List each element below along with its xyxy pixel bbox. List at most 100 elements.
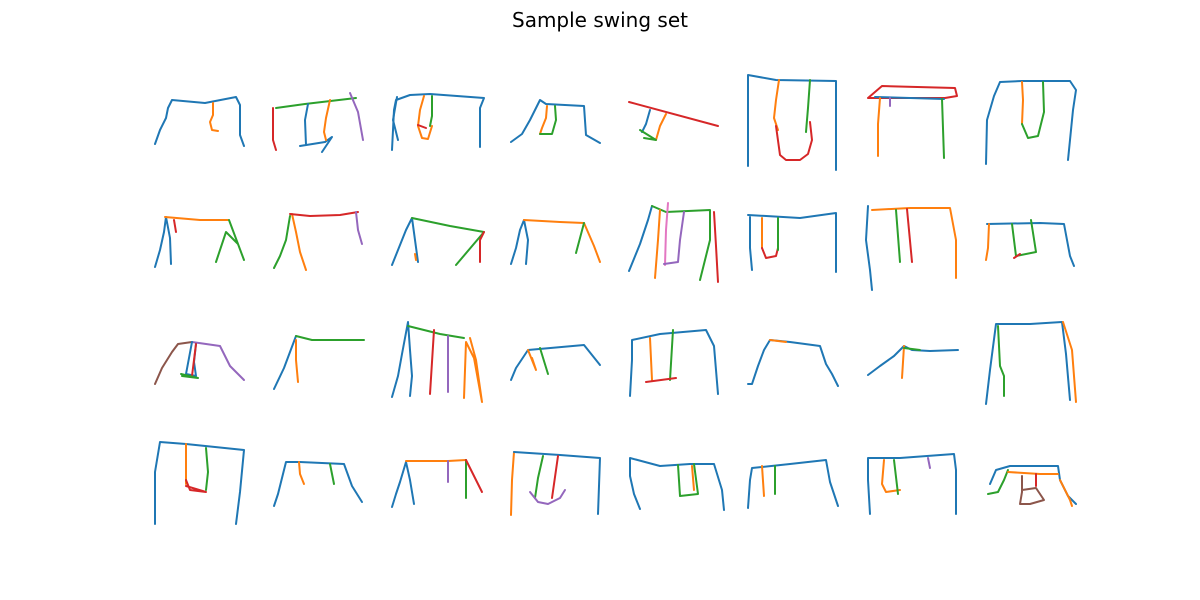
sketch-stroke — [209, 102, 219, 132]
sketch-stroke — [417, 124, 427, 129]
sketch-stroke — [641, 109, 651, 133]
swing-sketch-r3-c5 — [629, 329, 719, 397]
sketch-stroke — [895, 209, 901, 263]
sketch-stroke — [154, 96, 245, 147]
sketch-stroke — [805, 79, 811, 133]
swing-sketch-r4-c1 — [154, 441, 245, 525]
swing-sketch-r2-c2 — [273, 211, 363, 271]
sketch-stroke — [405, 459, 467, 462]
swing-sketch-r4-c6 — [747, 459, 839, 509]
sketch-stroke — [479, 231, 485, 263]
sketch-stroke — [906, 208, 913, 263]
sketch-stroke — [865, 205, 873, 291]
sketch-stroke — [534, 455, 544, 499]
swing-sketch-r4-c2 — [273, 461, 363, 507]
sketch-stroke — [539, 347, 549, 375]
sketch-stroke — [761, 465, 765, 497]
sketch-stroke — [154, 441, 245, 525]
sketch-stroke — [986, 222, 1075, 267]
sketch-stroke — [629, 457, 725, 511]
sketch-stroke — [273, 335, 297, 390]
sketch-stroke — [874, 96, 945, 100]
sketch-stroke — [747, 339, 839, 387]
sketch-stroke — [510, 451, 515, 516]
swing-sketch-r4-c3 — [391, 459, 483, 508]
sketch-stroke — [664, 202, 669, 266]
sketch-stroke — [893, 459, 899, 495]
sketch-stroke — [867, 345, 959, 376]
sketch-stroke — [539, 105, 557, 135]
sketch-stroke — [154, 216, 172, 268]
sketch-stroke — [669, 329, 674, 381]
sketch-stroke — [628, 101, 719, 127]
swing-sketch-r3-c3 — [391, 321, 483, 403]
sketch-stroke — [1059, 479, 1073, 507]
sketch-stroke — [877, 97, 881, 157]
sketch-stroke — [295, 339, 299, 383]
sketch-stroke — [215, 219, 245, 263]
sketch-stroke — [513, 451, 601, 515]
swing-sketch-r3-c1 — [154, 341, 245, 385]
sketch-stroke — [510, 219, 529, 265]
sketch-stroke — [1021, 81, 1024, 125]
sketch-stroke — [299, 103, 333, 153]
sketch-stroke — [392, 96, 399, 141]
sketch-stroke — [527, 349, 537, 371]
sketch-stroke — [629, 329, 719, 397]
sketch-stroke — [747, 212, 837, 273]
sketch-stroke — [747, 459, 839, 509]
sketch-stroke — [655, 113, 667, 141]
sketch-stroke — [465, 459, 483, 493]
sketch-stroke — [463, 337, 483, 403]
sketch-stroke — [773, 79, 780, 131]
swing-sketch-r2-c6 — [747, 212, 837, 273]
sketch-stroke — [355, 211, 363, 245]
sketch-stroke — [291, 213, 307, 271]
sketch-stroke — [677, 463, 699, 497]
sketch-stroke — [191, 341, 245, 381]
sketch-stroke — [1021, 81, 1045, 139]
sketch-stroke — [529, 489, 566, 505]
sketch-stroke — [298, 461, 305, 485]
sketch-stroke — [985, 321, 1071, 405]
sketch-stroke — [510, 99, 601, 144]
swing-sketch-r4-c5 — [629, 457, 725, 511]
sketch-stroke — [775, 121, 813, 161]
sketch-stroke — [747, 74, 837, 171]
sketch-stroke — [901, 345, 905, 379]
sketch-stroke — [1007, 471, 1059, 475]
swing-sketch-r3-c6 — [747, 339, 839, 387]
sketch-stroke — [663, 211, 685, 265]
sketch-stroke — [391, 461, 415, 508]
sketch-stroke — [551, 455, 559, 499]
swing-sketch-r3-c7 — [867, 345, 959, 379]
sketch-stroke — [927, 457, 931, 469]
sketch-stroke — [769, 339, 787, 343]
sketch-stroke — [997, 325, 1005, 397]
sketch-stroke — [417, 95, 433, 140]
swing-sketch-r1-c6 — [747, 74, 837, 171]
sketch-stroke — [749, 216, 753, 271]
sketch-stroke — [429, 95, 433, 127]
sketch-stroke — [407, 325, 465, 339]
swing-sketch-r1-c8 — [985, 80, 1077, 165]
swing-sketch-r2-c8 — [985, 219, 1075, 267]
sketch-stroke — [164, 216, 229, 221]
sketch-stroke — [881, 459, 901, 493]
sketch-stroke — [289, 211, 359, 217]
sketch-stroke — [272, 107, 277, 151]
sketch-stroke — [1062, 321, 1077, 403]
swing-sketch-r1-c4 — [510, 99, 601, 144]
sketch-stroke — [628, 205, 653, 272]
swing-sketch-r2-c1 — [154, 216, 245, 268]
swing-sketch-r2-c7 — [865, 205, 957, 291]
sketch-stroke — [414, 253, 417, 261]
sketch-stroke — [1013, 253, 1021, 259]
sketch-stroke — [275, 97, 357, 109]
sketch-stroke — [429, 329, 435, 395]
swing-sketch-r1-c2 — [272, 92, 364, 153]
sketch-stroke — [323, 99, 331, 141]
sketch-stroke — [985, 80, 1077, 165]
sketch-stroke — [941, 98, 945, 159]
